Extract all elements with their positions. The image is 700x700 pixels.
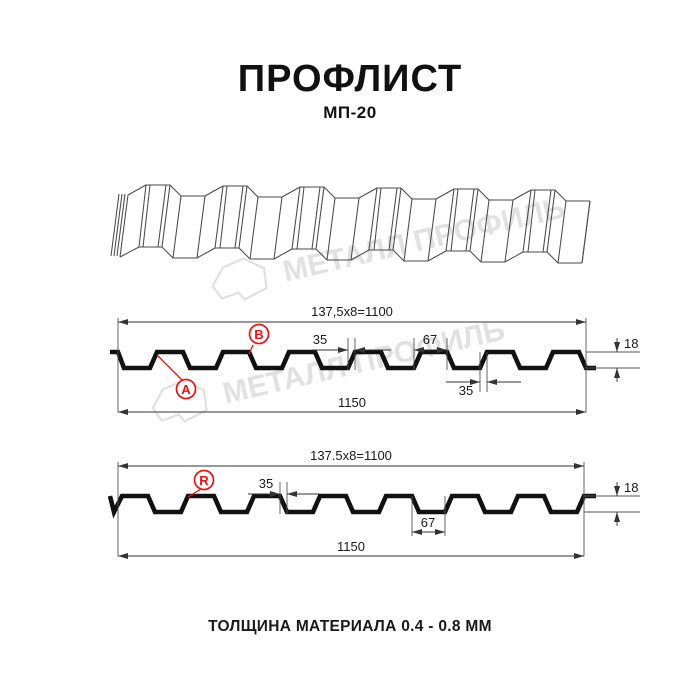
dimension-label-overall-bottom: 1150 <box>338 395 366 410</box>
page-title: ПРОФЛИСТ <box>237 58 463 100</box>
callout-label-b: B <box>254 327 263 342</box>
profile-top-outline <box>110 349 596 371</box>
callout-marker-a: A <box>156 354 197 400</box>
dimension-flange-35-bottom-profile: 35 <box>248 476 319 497</box>
profile-bottom-extension-lines <box>117 462 640 556</box>
dimension-label-35-top: 35 <box>313 332 327 347</box>
dimension-label-height-bottom: 18 <box>624 480 638 495</box>
dimension-label-height-top: 18 <box>624 336 638 351</box>
dimension-label-overall-bottom-2: 1150 <box>337 539 365 554</box>
dimension-label-67-bottom: 67 <box>421 515 435 530</box>
dimension-label-67-top: 67 <box>423 332 437 347</box>
dimension-label-overall-top-2: 137.5x8=1100 <box>310 448 392 463</box>
dimension-valley-67-bottom: 67 <box>412 515 445 535</box>
dimension-crest-67-top: 67 <box>414 332 447 353</box>
dimension-height-18-bottom: 18 <box>614 480 638 526</box>
dimension-label-35-bottom: 35 <box>459 383 473 398</box>
page-subtitle: МП-20 <box>323 103 377 122</box>
profile-top-extension-lines <box>117 318 640 412</box>
callout-marker-b: B <box>248 323 270 355</box>
callout-label-r: R <box>199 473 209 488</box>
material-thickness-note: ТОЛЩИНА МАТЕРИАЛА 0.4 - 0.8 ММ <box>208 618 492 635</box>
dimension-flange-35-bottom: 35 <box>446 379 521 398</box>
profile-bottom-outline <box>107 493 596 519</box>
dimension-label-35-bottom-profile: 35 <box>259 476 273 491</box>
dimension-top-overall: 137,5x8=1100 <box>118 304 586 325</box>
dimension-label-overall-top: 137,5x8=1100 <box>311 304 393 319</box>
callout-label-a: A <box>181 382 191 397</box>
callout-marker-r: R <box>187 469 215 498</box>
dimension-bottom-overall: 1150 <box>118 395 586 415</box>
dimension-top-overall-bottom-profile: 137.5x8=1100 <box>118 448 584 469</box>
dimension-bottom-overall-2: 1150 <box>118 539 584 559</box>
dimension-flange-35-top: 35 <box>312 332 391 353</box>
dimension-height-18-top: 18 <box>614 336 638 382</box>
